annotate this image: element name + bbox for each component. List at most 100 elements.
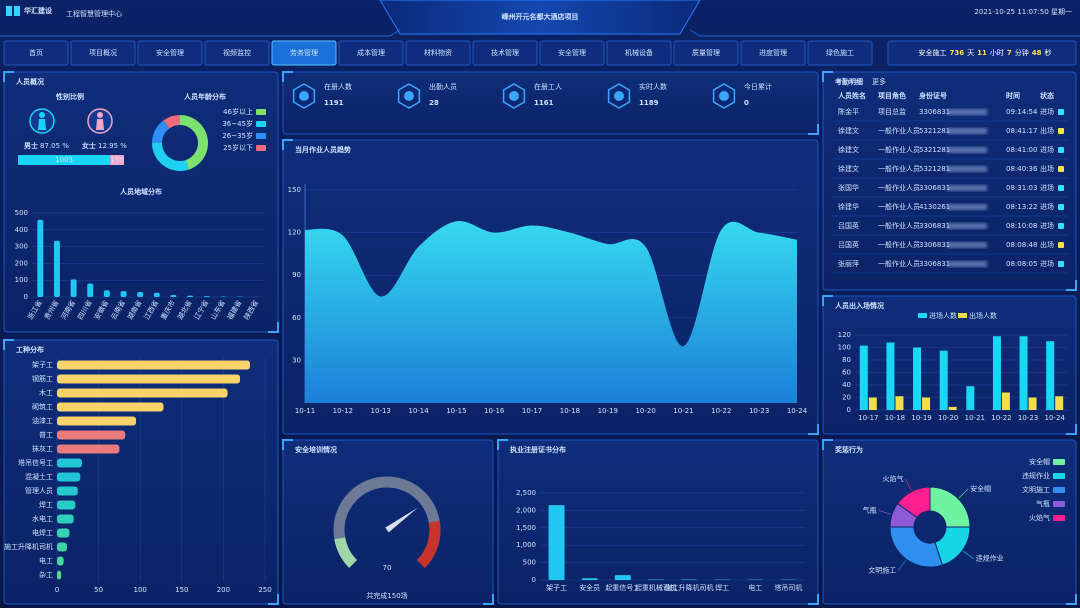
- nav-label[interactable]: 安全管理: [558, 48, 586, 57]
- gender-count: 1003: [55, 156, 73, 164]
- legend-label: 26~35岁: [222, 131, 253, 140]
- nav-label[interactable]: 视频监控: [223, 48, 251, 57]
- nav-tab[interactable]: [472, 40, 538, 66]
- bar: [57, 360, 251, 370]
- gender-count: 150: [110, 156, 123, 164]
- pie-leader: [878, 510, 892, 515]
- x-tick-label: 10-22: [711, 407, 731, 415]
- y-tick-label: 普工: [39, 430, 53, 439]
- x-tick-label: 10-12: [333, 407, 353, 415]
- pie-label: 违规作业: [976, 554, 1004, 563]
- cell: 徐建文: [838, 164, 859, 173]
- legend-swatch: [256, 109, 266, 115]
- bar: [992, 336, 1001, 410]
- nav-label[interactable]: 项目概况: [89, 48, 117, 57]
- bar: [57, 528, 70, 538]
- y-tick-label: 1,000: [516, 541, 536, 549]
- pie-slice: [896, 486, 931, 519]
- nav-label[interactable]: 首页: [29, 48, 43, 57]
- bar: [120, 291, 127, 297]
- nav-tab[interactable]: [740, 40, 806, 66]
- nav-tab[interactable]: [137, 40, 203, 66]
- cell: 出场: [1040, 126, 1054, 135]
- x-tick-label: 10-11: [295, 407, 315, 415]
- y-tick-label: 钢筋工: [32, 374, 53, 383]
- x-tick-label: 10-24: [1045, 414, 1066, 422]
- panel-corner: [3, 71, 279, 333]
- cell: 徐建华: [838, 202, 859, 211]
- cell: 3306831: [919, 108, 950, 116]
- nav-label[interactable]: 绿色施工: [826, 48, 854, 57]
- status-icon: [1058, 128, 1064, 134]
- bar: [1046, 341, 1055, 410]
- y-tick-label: 混凝土工: [25, 472, 53, 481]
- nav-label[interactable]: 技术管理: [491, 48, 519, 57]
- stat-value: 28: [429, 99, 439, 107]
- cell: 08:41:00: [1006, 146, 1037, 154]
- y-tick-label: 管理人员: [25, 486, 53, 495]
- nav-tab[interactable]: [70, 40, 136, 66]
- cell: 张丽萍: [838, 259, 859, 268]
- nav-tab[interactable]: [271, 40, 337, 66]
- stat-icon-dot: [614, 91, 624, 101]
- system-name: 工程智慧管理中心: [66, 9, 122, 18]
- nav-label[interactable]: 机械设备: [625, 48, 653, 57]
- counter-text: 分钟: [1015, 48, 1029, 57]
- nav-tab[interactable]: [606, 40, 672, 66]
- project-title: 嵊州开元名都大酒店项目: [502, 12, 579, 21]
- cell: 08:40:36: [1006, 165, 1038, 173]
- nav-label[interactable]: 进度管理: [759, 48, 787, 57]
- id-mask: [947, 261, 987, 267]
- stat-label: 今日累计: [744, 82, 772, 91]
- nav-tab[interactable]: [3, 40, 69, 66]
- bar: [203, 296, 210, 297]
- bar: [1001, 392, 1010, 410]
- y-tick-label: 0: [847, 406, 851, 414]
- nav-tab[interactable]: [204, 40, 270, 66]
- safety-counter: 安全施工 736 天 11 小时 7 分钟 48 秒: [919, 48, 1052, 57]
- nav-tab[interactable]: [673, 40, 739, 66]
- x-tick-label: 10-14: [408, 407, 429, 415]
- donut-slice: [180, 115, 208, 170]
- legend-label: 安全帽: [1029, 457, 1050, 466]
- bar: [922, 397, 931, 410]
- legend-label: 气瓶: [1036, 499, 1050, 508]
- nav-tab[interactable]: [338, 40, 404, 66]
- bar: [57, 374, 241, 384]
- cell: 徐建文: [838, 126, 859, 135]
- y-tick-label: 150: [288, 186, 301, 194]
- nav-label[interactable]: 安全管理: [156, 48, 184, 57]
- cell: 5321281: [919, 146, 950, 154]
- panel: [822, 71, 1077, 291]
- legend-swatch: [256, 133, 266, 139]
- nav-label[interactable]: 成本管理: [357, 48, 385, 57]
- legend-label: 进场人数: [929, 311, 957, 320]
- stat-icon: [712, 83, 736, 109]
- gender-icon-body: [38, 119, 46, 130]
- nav-label[interactable]: 材料物资: [424, 48, 452, 57]
- nav-tab[interactable]: [539, 40, 605, 66]
- bar: [57, 444, 120, 454]
- bar: [859, 345, 868, 410]
- nav-label[interactable]: 劳务管理: [290, 48, 318, 57]
- cell: 项目总监: [878, 107, 906, 116]
- panel-title: 当月作业人员趋势: [295, 145, 351, 154]
- panel: [3, 71, 279, 333]
- x-tick-label: 10-21: [673, 407, 693, 415]
- x-tick-label: 10-19: [911, 414, 931, 422]
- nav-tab[interactable]: [405, 40, 471, 66]
- more-link[interactable]: 更多: [872, 77, 886, 86]
- y-tick-label: 电工: [39, 556, 53, 565]
- gauge-subtitle: 共完成150场: [366, 591, 407, 600]
- x-tick-label: 10-20: [938, 414, 958, 422]
- y-tick-label: 120: [838, 331, 851, 339]
- panel: [282, 71, 819, 135]
- stat-icon: [397, 83, 421, 109]
- id-mask: [947, 128, 987, 134]
- nav-label[interactable]: 质量管理: [692, 48, 720, 57]
- y-tick-label: 60: [292, 314, 301, 322]
- nav-tab[interactable]: [807, 40, 873, 66]
- y-tick-label: 120: [288, 229, 301, 237]
- cell: 出场: [1040, 164, 1054, 173]
- cell: 4130261: [919, 203, 950, 211]
